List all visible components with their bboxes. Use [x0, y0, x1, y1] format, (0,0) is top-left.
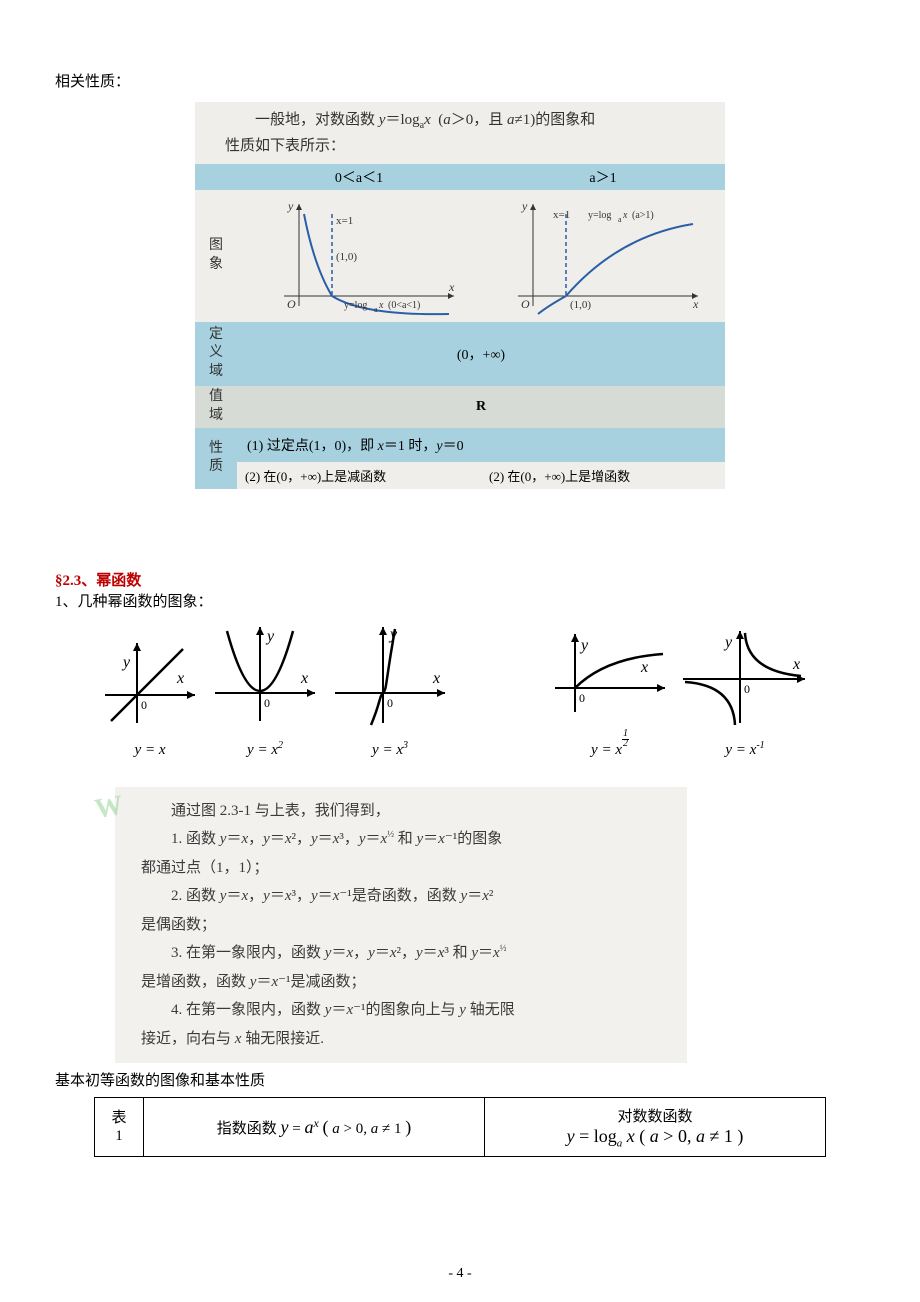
svg-text:(0<a<1): (0<a<1)	[388, 300, 420, 311]
log-graph-left: y x O x=1 (1,0) y=log a x (0<a<1)	[237, 190, 481, 322]
log-prop-1: (1) 过定点(1，0)，即 x＝1 时，y＝0	[237, 428, 725, 462]
power-note-1: 1. 函数 y＝x，y＝x²，y＝x³，y＝x½ 和 y＝x⁻¹的图象都通过点（…	[141, 825, 671, 882]
svg-text:x: x	[622, 210, 628, 221]
intro-label: 相关性质：	[55, 70, 865, 94]
log-header-right: a＞1	[481, 164, 725, 190]
svg-text:y: y	[287, 199, 294, 213]
svg-text:0: 0	[264, 696, 270, 710]
power-graph-reciprocal: y x 0 y = x-1	[675, 621, 815, 759]
bottom-col-exp: 指数函数 y = ax ( a > 0, a ≠ 1 )	[144, 1098, 485, 1157]
log-range-value: R	[237, 386, 725, 428]
svg-text:y=log: y=log	[344, 300, 367, 311]
log-row-graph-label: 图象	[195, 190, 237, 322]
svg-text:a: a	[374, 305, 378, 314]
power-graph-square: y x 0 y = x2	[205, 621, 325, 759]
log-intro-text: 一般地，对数函数 y＝logax (a＞0，且 a≠1)的图象和性质如下表所示：	[195, 102, 725, 164]
svg-text:x=1: x=1	[336, 215, 353, 227]
svg-text:0: 0	[579, 691, 585, 705]
log-graph-right: y x O x=1 (1,0) y=log a x (a>1)	[481, 190, 725, 322]
power-heading: §2.3、幂函数	[55, 569, 865, 590]
svg-text:x: x	[432, 670, 440, 687]
bottom-caption: 基本初等函数的图像和基本性质	[55, 1069, 865, 1093]
power-note-2: 2. 函数 y＝x，y＝x³，y＝x⁻¹是奇函数，函数 y＝x²是偶函数；	[141, 882, 671, 939]
svg-text:0: 0	[141, 698, 147, 712]
power-note-4: 4. 在第一象限内，函数 y＝x⁻¹的图象向上与 y 轴无限接近，向右与 x 轴…	[141, 996, 671, 1053]
svg-text:x: x	[692, 297, 699, 311]
log-table: 0＜a＜1 a＞1 图象 y x O x=1 (1	[195, 164, 725, 489]
bottom-table-label: 表1	[95, 1098, 144, 1157]
page-number: - 4 -	[0, 1266, 920, 1282]
svg-text:(1,0): (1,0)	[336, 251, 357, 263]
power-sub: 1、几种幂函数的图象：	[55, 590, 865, 614]
svg-text:x=1: x=1	[553, 209, 570, 221]
log-row-range-label: 值域	[195, 386, 237, 428]
svg-text:O: O	[287, 297, 296, 311]
log-properties-box: 一般地，对数函数 y＝logax (a＞0，且 a≠1)的图象和性质如下表所示：…	[195, 102, 725, 489]
log-row-prop-label: 性质	[195, 428, 237, 489]
svg-text:y: y	[579, 637, 589, 654]
bottom-col-log: 对数数函数 y = loga x ( a > 0, a ≠ 1 )	[485, 1098, 826, 1157]
power-note-0: 通过图 2.3-1 与上表，我们得到，	[141, 797, 671, 826]
log-domain-value: (0，+∞)	[237, 322, 725, 386]
log-prop-2-right: (2) 在(0，+∞)上是增函数	[481, 462, 725, 489]
svg-text:(1,0): (1,0)	[570, 299, 591, 311]
svg-text:x: x	[378, 300, 384, 311]
log-header-left: 0＜a＜1	[237, 164, 481, 190]
svg-text:O: O	[521, 297, 530, 311]
watermark-icon: W	[91, 778, 128, 835]
svg-text:(a>1): (a>1)	[632, 210, 654, 221]
svg-text:x: x	[792, 656, 800, 673]
svg-text:y: y	[121, 654, 131, 671]
svg-text:x: x	[640, 659, 648, 676]
power-graph-linear: y x 0 y = x	[95, 633, 205, 759]
log-row-domain-label: 定义域	[195, 322, 237, 386]
power-graph-sqrt: y x 0 y = x12	[545, 620, 675, 759]
svg-text:x: x	[300, 670, 308, 687]
bottom-table: 表1 指数函数 y = ax ( a > 0, a ≠ 1 ) 对数数函数 y …	[94, 1097, 826, 1157]
svg-text:y: y	[723, 634, 733, 651]
power-graphs-row: y x 0 y = x y x 0 y = x2	[95, 620, 865, 759]
svg-text:y: y	[265, 628, 275, 645]
svg-text:a: a	[618, 215, 622, 224]
svg-text:x: x	[176, 670, 184, 687]
power-graph-cube: y x 0 y = x3	[325, 621, 455, 759]
power-note-3: 3. 在第一象限内，函数 y＝x，y＝x²，y＝x³ 和 y＝x½是增函数，函数…	[141, 939, 671, 996]
svg-text:y: y	[521, 199, 528, 213]
power-notes-box: W 通过图 2.3-1 与上表，我们得到， 1. 函数 y＝x，y＝x²，y＝x…	[115, 787, 687, 1064]
svg-text:y=log: y=log	[588, 210, 611, 221]
log-prop-2-left: (2) 在(0，+∞)上是减函数	[237, 462, 481, 489]
svg-text:x: x	[448, 280, 455, 294]
svg-text:0: 0	[387, 696, 393, 710]
svg-text:0: 0	[744, 682, 750, 696]
